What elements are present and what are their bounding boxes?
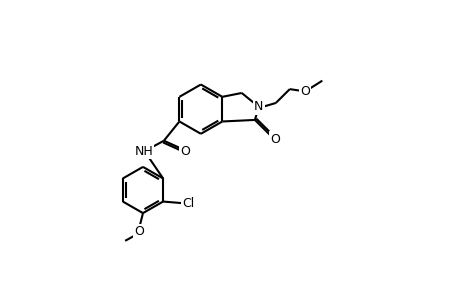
Text: O: O — [269, 133, 280, 146]
Text: O: O — [179, 145, 190, 158]
Text: N: N — [253, 100, 263, 113]
Text: O: O — [300, 85, 309, 98]
Text: NH: NH — [134, 145, 153, 158]
Text: O: O — [134, 225, 144, 238]
Text: Cl: Cl — [181, 196, 194, 210]
